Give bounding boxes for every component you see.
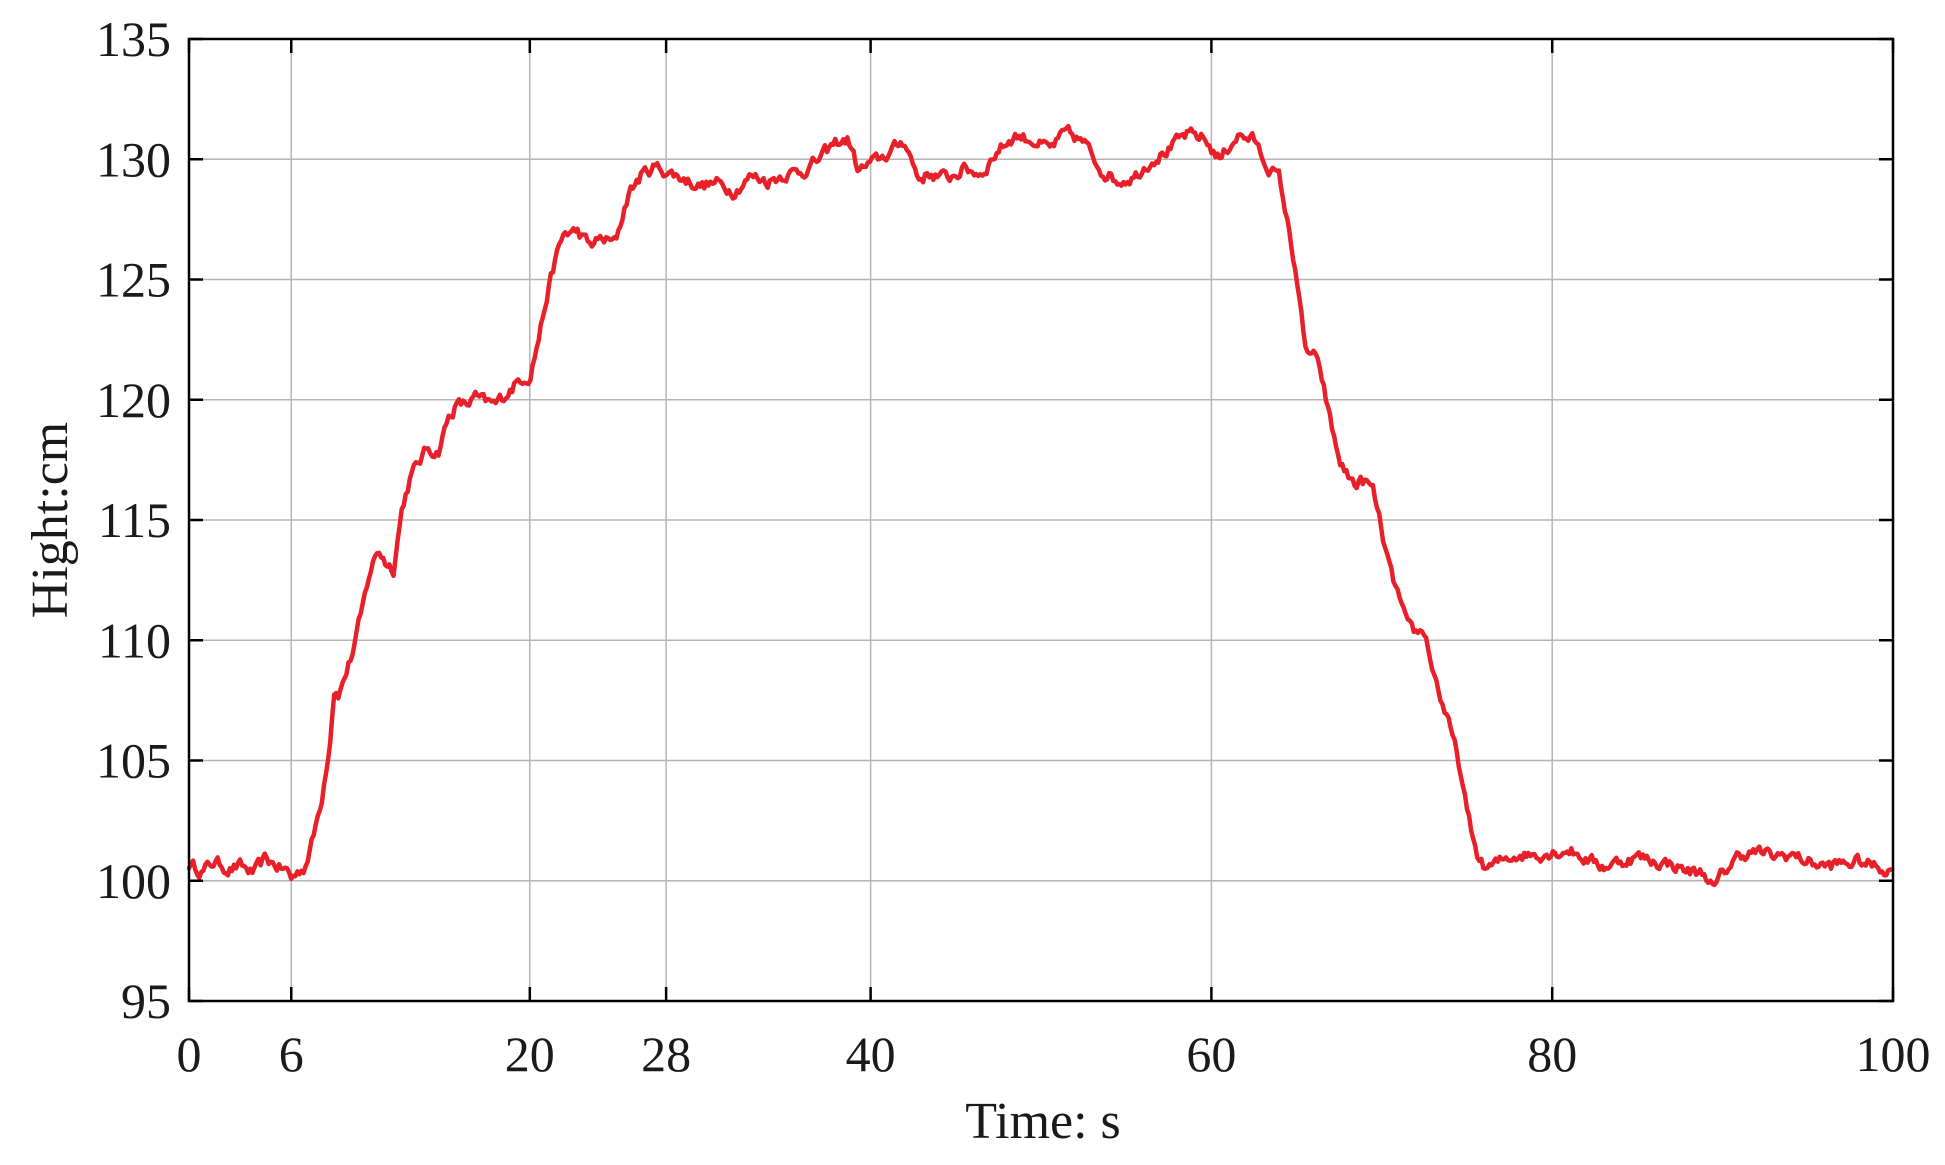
x-tick-label: 28 bbox=[641, 1026, 691, 1082]
y-tick-label: 130 bbox=[96, 131, 171, 187]
x-tick-label: 6 bbox=[279, 1026, 304, 1082]
y-axis-title: Hight:cm bbox=[22, 422, 79, 618]
y-tick-label: 105 bbox=[96, 733, 171, 789]
y-tick-labels: 95 100 105 110 115 120 125 130 135 bbox=[96, 11, 171, 1029]
y-tick-label: 135 bbox=[96, 11, 171, 67]
y-tick-label: 95 bbox=[121, 973, 171, 1029]
x-tick-label: 0 bbox=[177, 1026, 202, 1082]
x-axis-title: Time: s bbox=[965, 1093, 1121, 1150]
y-tick-label: 115 bbox=[98, 492, 171, 548]
x-tick-label: 60 bbox=[1186, 1026, 1236, 1082]
series-layer bbox=[186, 123, 1895, 888]
x-tick-label: 40 bbox=[846, 1026, 896, 1082]
x-tick-label: 100 bbox=[1856, 1026, 1931, 1082]
y-tick-label: 120 bbox=[96, 372, 171, 428]
y-tick-label: 125 bbox=[96, 252, 171, 308]
axis-ticks bbox=[187, 37, 1895, 1003]
y-tick-label: 110 bbox=[98, 612, 171, 668]
y-tick-label: 100 bbox=[96, 853, 171, 909]
x-tick-label: 80 bbox=[1527, 1026, 1577, 1082]
x-tick-labels: 0 6 20 28 40 60 80 100 bbox=[177, 1026, 1931, 1082]
x-tick-label: 20 bbox=[505, 1026, 555, 1082]
series-line bbox=[186, 123, 1895, 888]
